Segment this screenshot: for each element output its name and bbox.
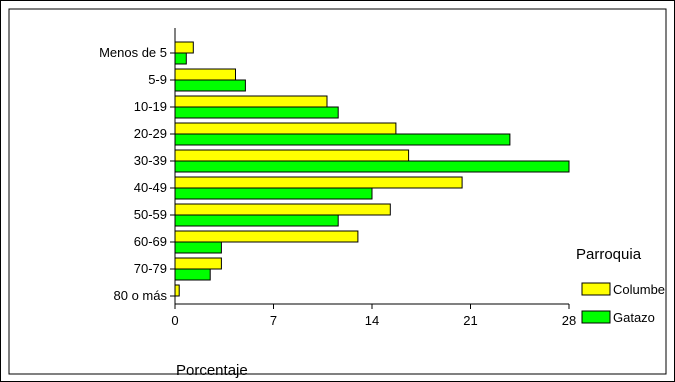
bar-gatazo-8 — [174, 268, 211, 281]
bar-gatazo-2 — [174, 106, 339, 119]
x-tick-label-0: 0 — [171, 313, 178, 328]
y-tick-label-4: 30-39 — [134, 153, 167, 168]
legend: Parroquia Columbe Gatazo — [576, 246, 665, 325]
y-tick-label-5: 40-49 — [134, 180, 167, 195]
legend-label-gatazo: Gatazo — [613, 310, 655, 325]
y-tick-label-1: 5-9 — [148, 72, 167, 87]
bar-gatazo-3 — [174, 133, 511, 146]
bar-columbe-2 — [174, 95, 328, 108]
legend-title: Parroquia — [576, 246, 642, 263]
y-axis: Menos de 5 5-9 10-19 20-29 30-39 40-49 50-59 60… — [99, 28, 176, 304]
bar-gatazo-1 — [174, 79, 246, 92]
bar-gatazo-5 — [174, 187, 373, 200]
y-tick-label-6: 50-59 — [134, 207, 167, 222]
bar-columbe-6 — [174, 203, 391, 216]
bar-columbe-7 — [174, 230, 359, 243]
x-axis: 0 7 14 21 28 — [171, 303, 576, 328]
plot-area — [8, 8, 667, 375]
bar-columbe-5 — [174, 176, 463, 189]
y-tick-label-2: 10-19 — [134, 99, 167, 114]
x-tick-label-1: 7 — [270, 313, 277, 328]
bar-columbe-3 — [174, 122, 397, 135]
y-tick-label-3: 20-29 — [134, 126, 167, 141]
y-tick-label-9: 80 o más — [114, 288, 168, 303]
bars-group — [174, 41, 570, 297]
y-tick-label-8: 70-79 — [134, 261, 167, 276]
bar-gatazo-6 — [174, 214, 339, 227]
bar-columbe-9 — [174, 284, 180, 297]
legend-label-columbe: Columbe — [613, 282, 665, 297]
bar-gatazo-0 — [174, 52, 187, 65]
bar-gatazo-7 — [174, 241, 222, 254]
bar-columbe-1 — [174, 68, 236, 81]
x-tick-label-3: 21 — [463, 313, 477, 328]
legend-swatch-gatazo — [581, 310, 611, 324]
y-tick-label-7: 60-69 — [134, 234, 167, 249]
legend-swatch-columbe — [581, 282, 611, 296]
x-tick-label-4: 28 — [562, 313, 576, 328]
y-tick-label-0: Menos de 5 — [99, 45, 167, 60]
x-axis-label: Porcentaje — [176, 362, 248, 379]
bar-columbe-4 — [174, 149, 410, 162]
bar-columbe-0 — [174, 41, 194, 54]
bar-columbe-8 — [174, 257, 222, 270]
bar-gatazo-4 — [174, 160, 570, 173]
x-tick-label-2: 14 — [365, 313, 379, 328]
